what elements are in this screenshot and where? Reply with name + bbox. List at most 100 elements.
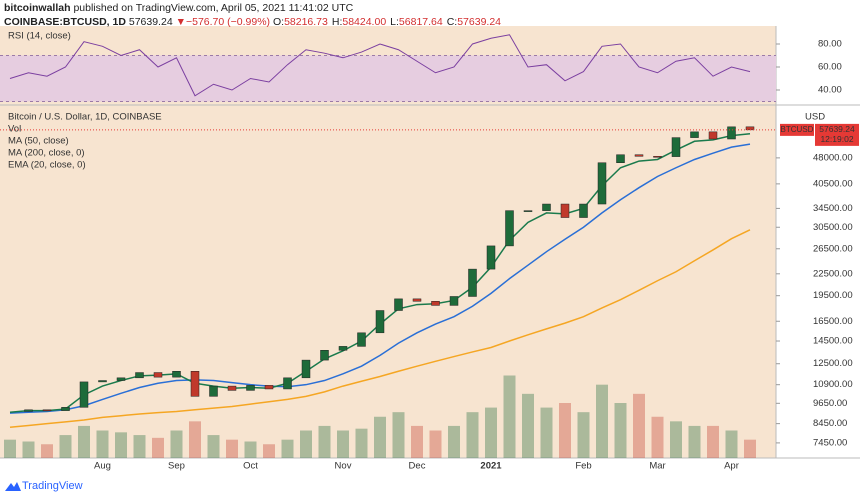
y-tick-label: 40.00: [818, 85, 842, 96]
candle-body: [246, 385, 255, 391]
volume-bar: [170, 430, 183, 458]
candle-body: [579, 203, 588, 218]
volume-bar: [337, 430, 349, 458]
x-tick-label: Oct: [243, 461, 258, 472]
candle-body: [468, 268, 477, 297]
candle-body: [505, 210, 514, 247]
candle-body: [394, 298, 403, 311]
y-tick-label: 40500.00: [813, 178, 853, 189]
volume-bar: [485, 407, 497, 458]
volume-bar: [318, 425, 331, 458]
ohlc-value: 58424.00: [342, 16, 387, 28]
candle-body: [172, 371, 181, 378]
price-tag-label: 57639.24: [819, 124, 855, 134]
quote-line: COINBASE:BTCUSD, 1D 57639.24 ▼−576.70 (−…: [4, 15, 505, 29]
ma-line: [9, 229, 751, 429]
candle-body: [61, 407, 70, 411]
candle-body: [727, 126, 736, 140]
y-tick-label: 19500.00: [813, 290, 853, 301]
volume-bar: [78, 425, 90, 458]
y-tick-label: 48000.00: [813, 152, 853, 163]
volume-bar: [96, 430, 109, 458]
footer: TradingView: [22, 480, 83, 492]
volume-bar: [670, 421, 682, 458]
y-tick-label: 34500.00: [813, 203, 853, 214]
rsi-line: [9, 34, 751, 97]
candle-body: [523, 210, 533, 212]
volume-bar: [207, 435, 220, 458]
x-tick-label: Mar: [649, 461, 665, 472]
candle-body: [412, 298, 422, 302]
volume-bar: [244, 441, 257, 458]
ohlc-key: H:: [331, 16, 343, 28]
publish-line: bitcoinwallah published on TradingView.c…: [4, 1, 505, 15]
symbol-tag-label: BTCUSD: [781, 125, 814, 134]
rsi-band: [0, 55, 776, 102]
volume-bar: [448, 425, 460, 458]
x-tick-label: Feb: [575, 461, 591, 472]
volume-bar: [355, 428, 368, 458]
x-tick-label: Aug: [94, 461, 111, 472]
volume-bar: [559, 403, 571, 458]
ohlc-value: 57639.24: [457, 16, 502, 28]
ohlc: O:58216.73 H:58424.00 L:56817.64 C:57639.24: [273, 16, 505, 28]
ma-line: [9, 143, 751, 414]
candle-body: [375, 310, 385, 334]
y-tick-label: 10900.00: [813, 379, 853, 390]
x-tick-label: Apr: [724, 461, 739, 472]
volume-bar: [651, 416, 664, 458]
candle-body: [542, 203, 551, 211]
candle-body: [431, 301, 440, 306]
y-tick-label: 80.00: [818, 39, 842, 50]
price-tag: [815, 123, 859, 146]
volume-bar: [411, 425, 423, 458]
volume-bar: [226, 439, 238, 458]
y-tick-label: 22500.00: [813, 268, 853, 279]
volume-bar: [22, 441, 35, 458]
y-tick-label: 14500.00: [813, 336, 853, 347]
candle-body: [24, 409, 33, 412]
legend-entry: Vol: [8, 124, 21, 135]
candle-body: [190, 371, 200, 397]
volume-bar: [300, 430, 312, 458]
legend-entry: MA (200, close, 0): [8, 148, 85, 159]
candle-body: [98, 380, 107, 383]
countdown-label: 12:19:02: [820, 134, 853, 144]
candle-body: [79, 381, 89, 408]
candle-body: [320, 350, 329, 361]
rsi-title: RSI (14, close): [8, 31, 71, 42]
x-tick-label: 2021: [480, 461, 502, 472]
change: −576.70 (−0.99%): [185, 16, 271, 28]
volume-bar: [429, 430, 442, 458]
candle-body: [227, 385, 237, 391]
chart-title: Bitcoin / U.S. Dollar, 1D, COINBASE: [8, 112, 162, 123]
volume-bar: [263, 444, 275, 458]
candle-body: [283, 377, 292, 390]
volume-bar: [189, 421, 201, 458]
candle-body: [616, 154, 625, 163]
volume-bar: [633, 393, 645, 458]
candle-body: [653, 156, 662, 158]
axis-unit: USD: [805, 112, 825, 123]
volume-bar: [725, 430, 738, 458]
candle-body: [486, 245, 496, 270]
volume-bar: [614, 403, 627, 458]
candle-body: [560, 203, 570, 218]
volume-bar: [133, 435, 146, 458]
candle-body: [449, 296, 459, 306]
ohlc-key: L:: [390, 16, 399, 28]
volume-bar: [540, 407, 553, 458]
candle-body: [671, 137, 681, 157]
y-tick-label: 12500.00: [813, 358, 853, 369]
volume-bar: [688, 425, 701, 458]
direction: ▼: [175, 16, 186, 28]
volume-bar: [707, 425, 719, 458]
candle-body: [153, 372, 163, 378]
symbol-tag: [780, 123, 814, 136]
volume-bar: [392, 412, 405, 458]
y-tick-label: 26500.00: [813, 243, 853, 254]
volume-bar: [281, 439, 294, 458]
x-tick-label: Sep: [168, 461, 185, 472]
